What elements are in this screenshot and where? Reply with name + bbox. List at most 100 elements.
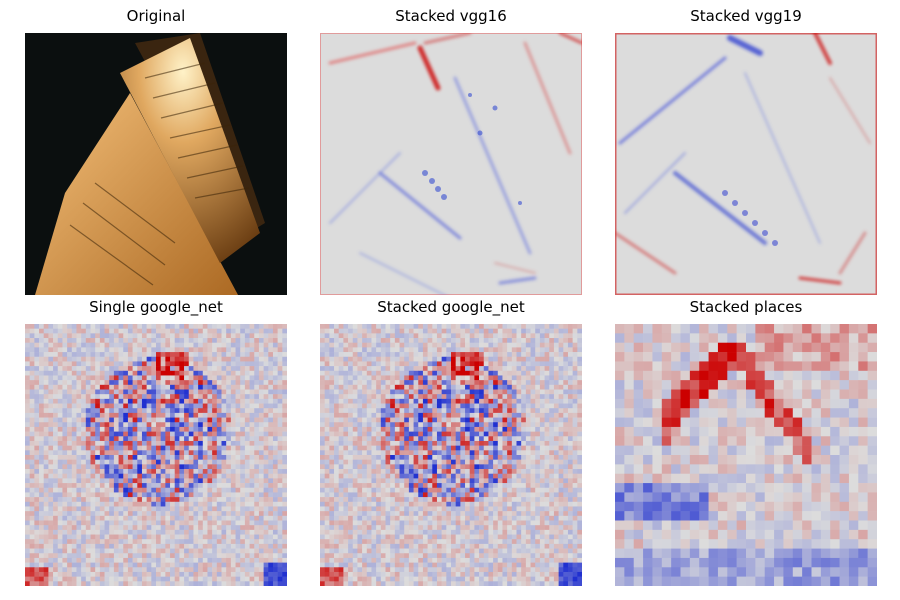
saliency-cell [258,506,264,512]
saliency-cell [137,436,143,442]
saliency-cell [104,511,110,517]
saliency-cell [352,469,358,475]
saliency-cell [71,455,77,460]
saliency-cell [244,539,250,545]
saliency-cell [118,436,124,442]
saliency-cell [141,361,147,367]
saliency-cell [254,525,260,531]
saliency-cell [67,375,73,381]
saliency-cell [216,422,222,428]
saliency-cell [198,422,204,428]
saliency-cell [254,366,260,372]
saliency-cell [249,412,255,418]
saliency-cell [572,338,578,344]
saliency-cell [132,483,138,489]
saliency-cell [151,501,157,507]
saliency-cell [249,417,255,423]
saliency-cell [43,576,49,582]
saliency-cell [85,469,91,475]
saliency-cell [113,356,119,362]
saliency-cell [95,338,101,344]
saliency-cell [488,384,494,390]
saliency-cell [362,436,368,442]
saliency-cell [198,557,204,563]
saliency-cell [146,581,152,586]
saliency-cell [371,412,377,418]
saliency-cell [188,511,194,517]
saliency-cell [174,426,180,432]
saliency-cell [25,525,30,531]
saliency-map [320,33,582,295]
saliency-cell [141,384,147,390]
saliency-cell [277,394,283,400]
saliency-cell [160,403,166,409]
saliency-cell [71,525,77,531]
saliency-cell [567,436,573,442]
saliency-cell [216,543,222,549]
saliency-cell [230,380,236,386]
saliency-cell [156,338,161,344]
saliency-cell [95,553,101,559]
saliency-cell [469,347,475,353]
saliency-cell [85,557,91,563]
saliency-cell [577,333,582,339]
saliency-cell [352,450,358,456]
saliency-cell [460,338,466,344]
saliency-cell [516,324,522,329]
saliency-cell [123,511,129,517]
saliency-cell [104,412,110,418]
saliency-cell [104,384,110,390]
saliency-cell [151,478,157,484]
saliency-cell [272,333,278,339]
saliency-cell [62,403,68,409]
saliency-cell [563,408,569,414]
saliency-cell [99,361,105,367]
saliency-cell [127,417,133,423]
saliency-cell [123,567,129,573]
saliency-cell [502,473,508,479]
saliency-cell [272,370,278,376]
saliency-cell [244,445,250,451]
saliency-cell [493,440,499,446]
saliency-cell [43,455,49,460]
saliency-cell [479,403,485,409]
saliency-cell [380,417,386,423]
saliency-cell [567,338,573,344]
saliency-cell [432,384,438,390]
saliency-cell [230,571,236,577]
saliency-cell [465,366,471,372]
saliency-cell [235,408,241,414]
saliency-cell [539,333,545,339]
saliency-cell [62,478,68,484]
saliency-cell [179,455,185,460]
saliency-cell [188,506,194,512]
saliency-cell [76,412,82,418]
saliency-cell [188,501,194,507]
saliency-cell [67,328,73,334]
saliency-cell [493,450,499,456]
saliency-cell [432,403,438,409]
saliency-cell [418,366,424,372]
saliency-cell [235,548,241,554]
saliency-cell [221,412,227,418]
saliency-cell [99,445,105,451]
saliency-cell [329,380,335,386]
saliency-cell [99,426,105,432]
saliency-cell [202,464,208,470]
saliency-cell [399,440,405,446]
saliency-cell [132,548,138,554]
saliency-cell [263,342,269,348]
saliency-cell [258,445,264,451]
saliency-cell [160,431,166,437]
saliency-cell [277,398,283,404]
saliency-cell [474,431,480,437]
saliency-cell [427,366,433,372]
saliency-cell [427,333,433,339]
saliency-cell [376,412,382,418]
saliency-cell [338,328,344,334]
saliency-cell [156,553,161,559]
saliency-cell [511,338,517,344]
saliency-cell [127,380,133,386]
saliency-cell [404,398,410,404]
saliency-cell [577,370,582,376]
